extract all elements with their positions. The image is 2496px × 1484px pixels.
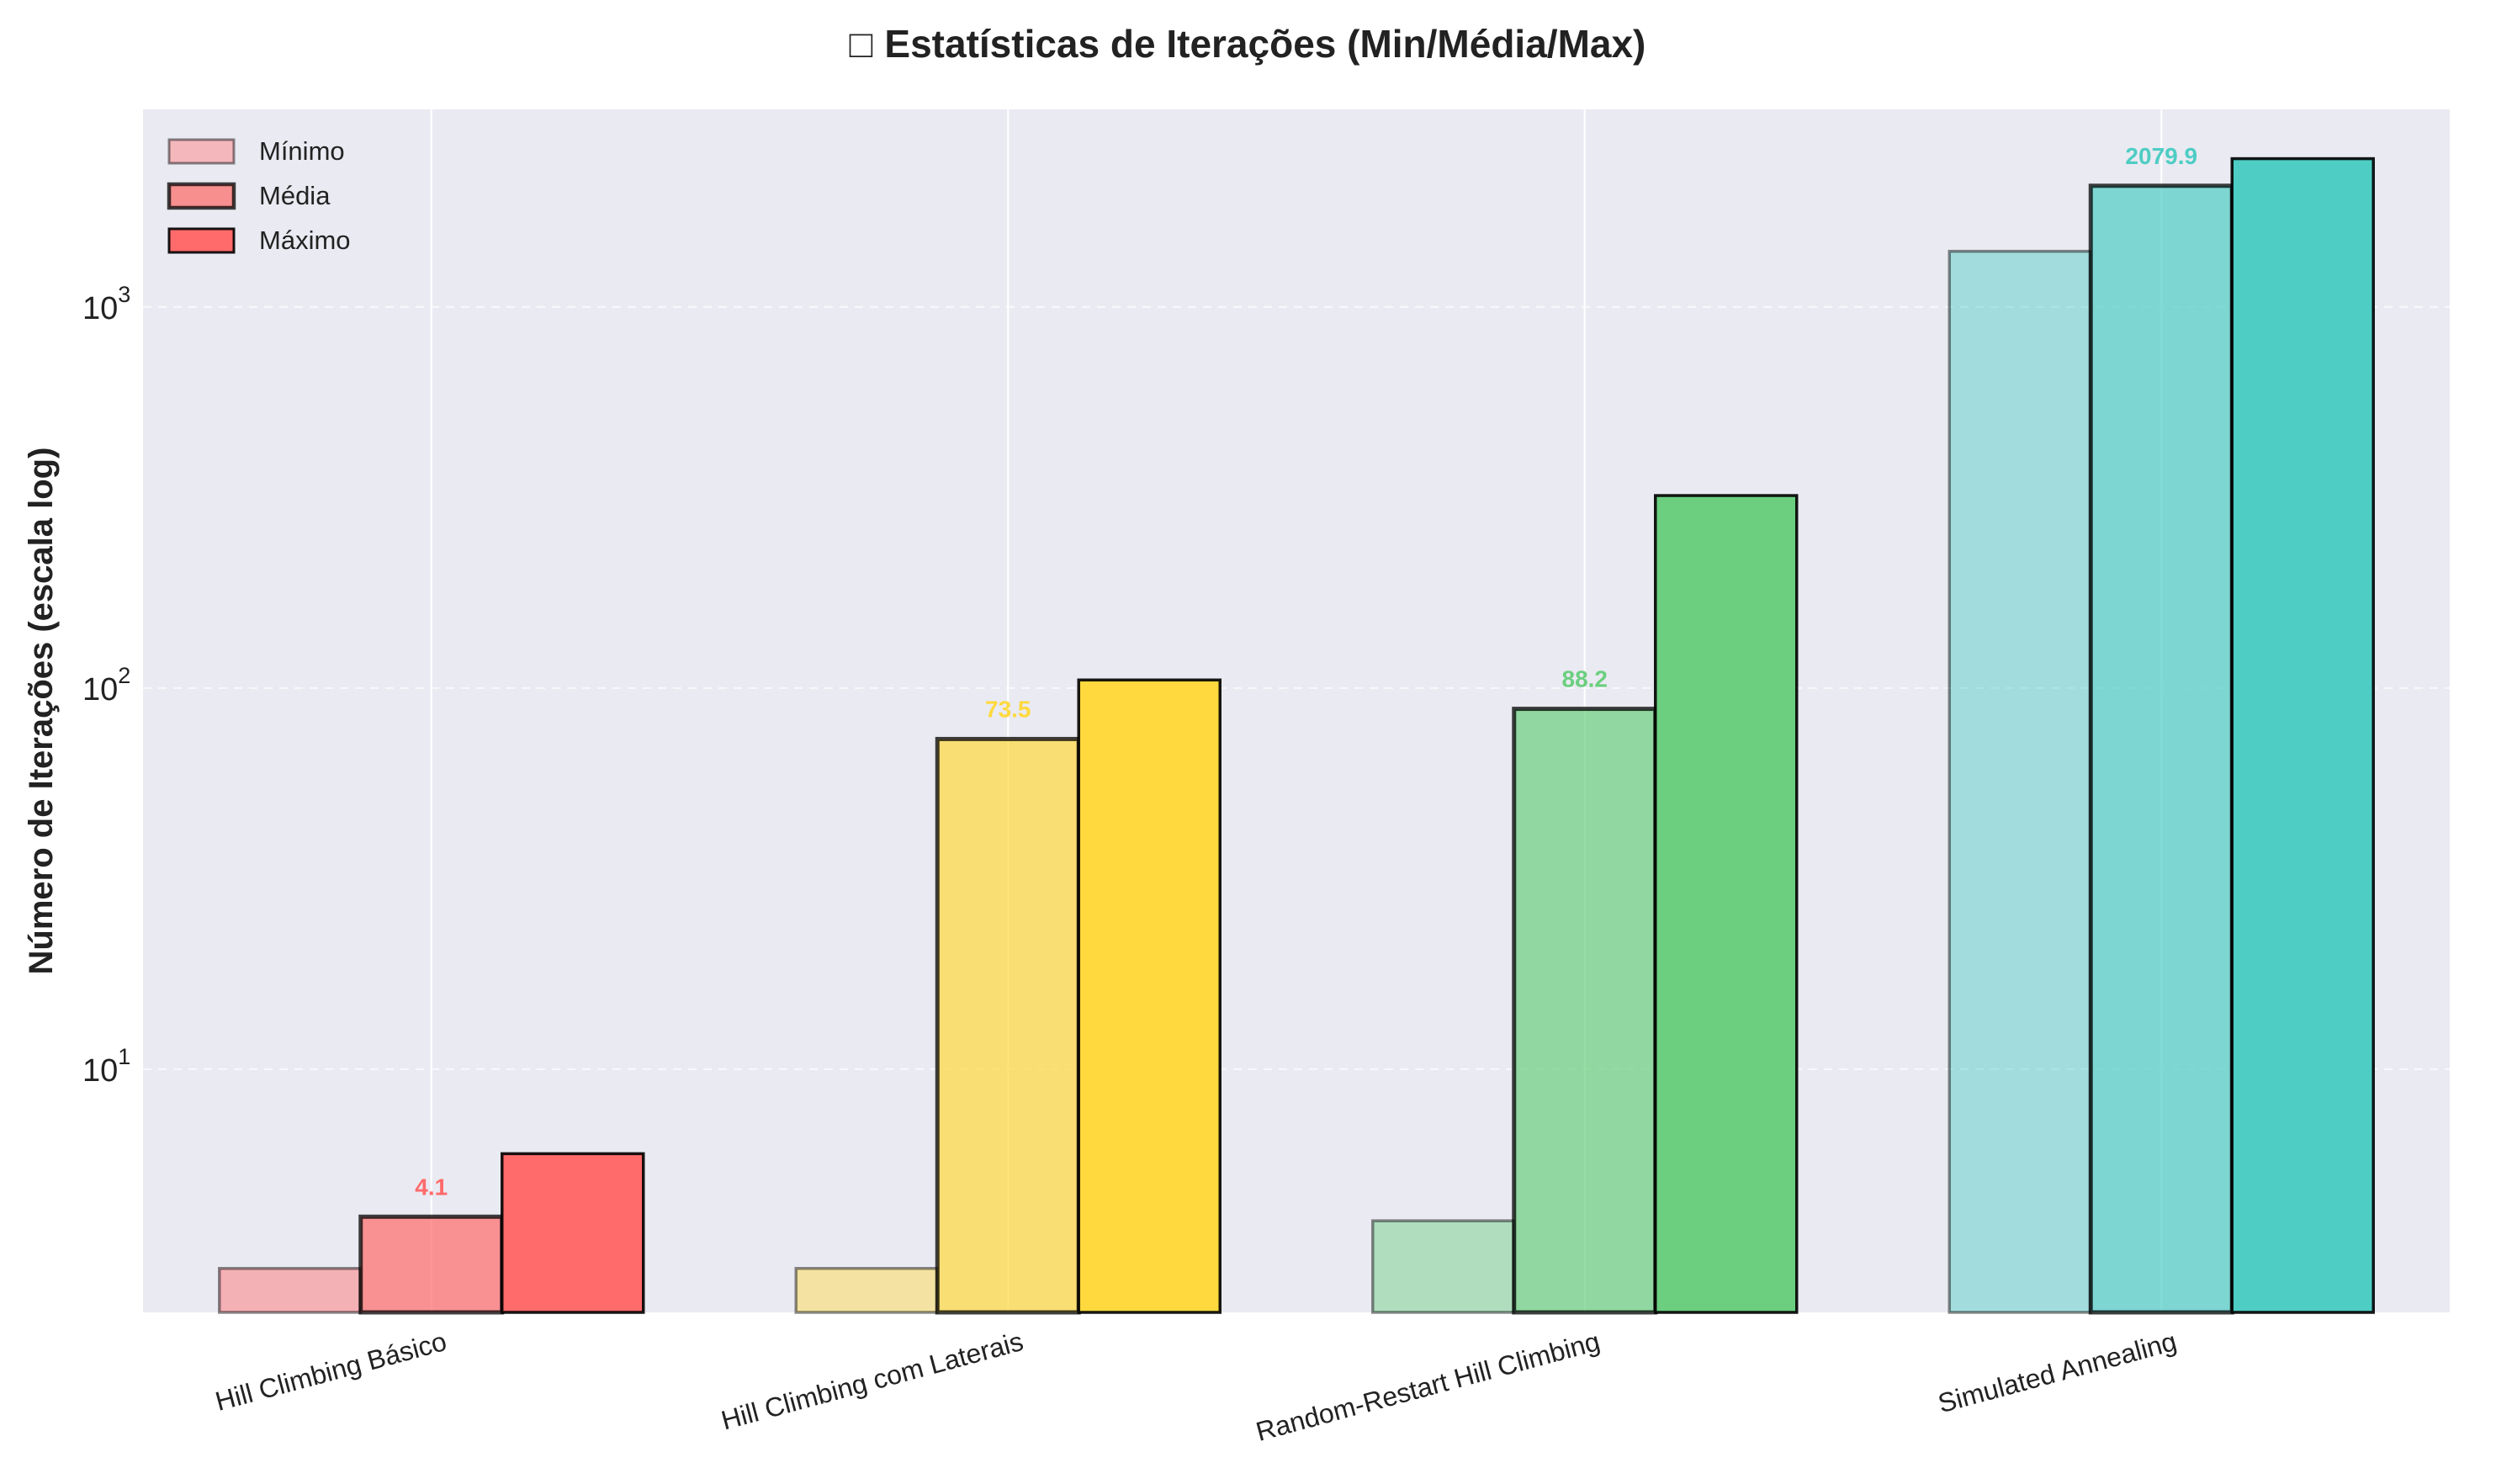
bar-mínimo-3 (1371, 1219, 1516, 1314)
x-tick-label: Simulated Annealing (1935, 1326, 2180, 1418)
value-label: 2079.9 (2125, 143, 2197, 169)
bar-média-1 (358, 1214, 505, 1315)
y-tick-label: 101 (82, 1044, 130, 1089)
x-tick-label: Hill Climbing com Laterais (718, 1326, 1026, 1436)
bar-média-2 (935, 736, 1081, 1315)
bar-máximo-3 (1654, 494, 1799, 1314)
y-tick-base: 10 (82, 672, 118, 708)
plot-background (143, 109, 2450, 1312)
bar-média-4 (2088, 183, 2234, 1315)
y-tick-base: 10 (82, 1053, 118, 1089)
y-tick-label: 102 (82, 663, 130, 708)
bar-máximo-1 (501, 1152, 645, 1314)
legend-swatch-mínimo (167, 138, 236, 165)
x-tick-label: Random-Restart Hill Climbing (1253, 1326, 1603, 1447)
legend-label: Média (259, 181, 331, 210)
legend-swatch-média (167, 182, 236, 210)
y-tick-label: 103 (82, 282, 130, 326)
legend-label: Máximo (259, 225, 351, 255)
bar-máximo-2 (1077, 678, 1222, 1314)
chart-title: □ Estatísticas de Iterações (Min/Média/Ma… (850, 22, 1646, 66)
x-tick-label: Hill Climbing Básico (212, 1326, 449, 1417)
bar-média-3 (1512, 707, 1658, 1315)
value-label: 4.1 (415, 1174, 448, 1200)
value-labels: 4.1 73.5 88.2 2079.9 (415, 143, 2197, 1200)
legend: Mínimo Média Máximo (167, 136, 351, 255)
value-label: 73.5 (985, 696, 1031, 722)
y-tick-base: 10 (82, 291, 118, 326)
y-tick-exponent: 1 (118, 1044, 130, 1069)
bar-mínimo-4 (1948, 249, 2092, 1314)
y-tick-exponent: 2 (118, 663, 130, 688)
y-axis-label: Número de Iterações (escala log) (23, 448, 60, 975)
value-label: 88.2 (1562, 666, 1608, 692)
legend-swatch-máximo (167, 227, 236, 254)
bar-máximo-4 (2230, 156, 2375, 1314)
bar-mínimo-2 (794, 1266, 939, 1314)
title-icon: □ (850, 22, 873, 66)
bars (218, 156, 2375, 1315)
y-tick-exponent: 3 (118, 282, 130, 307)
x-axis: Hill Climbing Básico Hill Climbing com La… (212, 1326, 2180, 1447)
title-text: Estatísticas de Iterações (Min/Média/Max… (884, 22, 1645, 66)
bar-mínimo-1 (218, 1266, 363, 1314)
legend-label: Mínimo (259, 136, 345, 166)
